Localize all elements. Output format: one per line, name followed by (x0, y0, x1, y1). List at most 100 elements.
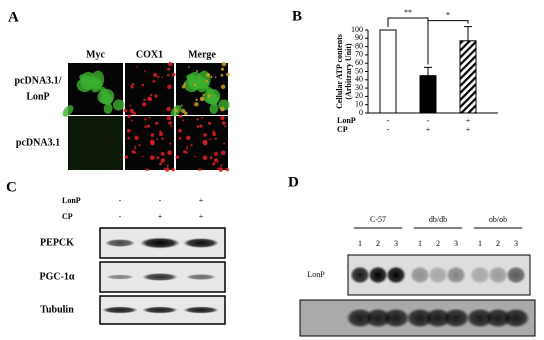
lane-label: 1 (358, 239, 362, 248)
condition-value: + (199, 212, 204, 221)
band (102, 306, 138, 314)
mito (166, 73, 170, 77)
mito (144, 118, 147, 121)
condition-value: + (426, 125, 431, 134)
mito (190, 144, 193, 147)
bar (379, 29, 397, 114)
mito (193, 83, 197, 87)
mito (221, 61, 227, 67)
condition-label: CP (62, 212, 73, 221)
band (142, 273, 178, 281)
mito (216, 167, 220, 170)
blot-label: PGC-1α (39, 271, 74, 282)
mito (167, 67, 171, 71)
mito (150, 133, 155, 137)
band (350, 266, 370, 284)
bar (459, 40, 477, 114)
column-header: COX1 (136, 49, 163, 60)
mito (175, 155, 180, 159)
mito (210, 75, 213, 79)
mito (157, 75, 160, 79)
mito (143, 98, 146, 102)
mito (133, 151, 137, 154)
bar (419, 75, 437, 114)
mito (199, 124, 203, 128)
y-tick-label: 50 (355, 66, 363, 75)
mito (144, 125, 148, 129)
mito (159, 132, 163, 137)
mito (221, 121, 226, 125)
band (470, 266, 490, 284)
mito (152, 79, 156, 83)
band (106, 274, 134, 280)
blot-label: LonP (307, 270, 325, 279)
mito (206, 73, 211, 78)
lane-label: 1 (418, 239, 422, 248)
mito (220, 164, 223, 167)
row-label: pcDNA3.1/ (15, 75, 62, 86)
mito (172, 72, 176, 77)
cell (187, 71, 203, 90)
mito (178, 128, 182, 133)
mito (166, 164, 169, 167)
mito (124, 155, 128, 159)
cell (97, 88, 115, 105)
mito (207, 121, 212, 125)
mito (202, 139, 208, 145)
mito (209, 156, 213, 160)
band (368, 266, 388, 284)
mito (174, 108, 178, 113)
lane-label: 3 (394, 239, 398, 248)
band (386, 266, 406, 284)
mito (185, 135, 191, 141)
mito (180, 104, 183, 107)
band (140, 237, 180, 249)
mito (167, 84, 172, 89)
mito (183, 82, 186, 86)
mito (209, 138, 212, 141)
blot-label: Tubulin (40, 304, 74, 315)
mito (196, 125, 200, 129)
mito (144, 70, 146, 72)
y-tick-label: 100 (351, 25, 363, 34)
mito (159, 163, 162, 166)
mito (147, 124, 151, 128)
mito (129, 104, 132, 107)
y-tick-label: 20 (355, 91, 363, 100)
group-label: ob/ob (489, 215, 507, 224)
mito (220, 67, 225, 71)
y-tick-label: 90 (355, 33, 363, 42)
mito (194, 155, 196, 158)
significance-label: * (446, 11, 450, 20)
mito (127, 114, 131, 119)
y-tick-label: 10 (355, 100, 363, 109)
panel-label: D (288, 174, 299, 190)
condition-value: + (466, 125, 471, 134)
mito (188, 66, 190, 68)
lane-label: 2 (436, 239, 440, 248)
micrograph-bg (68, 116, 123, 170)
mito (156, 156, 160, 160)
blot-label: PEPCK (40, 237, 74, 248)
band (183, 306, 219, 314)
group-label: C-57 (370, 215, 386, 224)
y-axis-label: Cellular ATP contents (335, 34, 344, 109)
mito (223, 142, 226, 145)
lane-label: 1 (478, 239, 482, 248)
y-tick-label: 70 (355, 50, 363, 59)
cell (103, 103, 113, 114)
mito (164, 167, 170, 172)
lane-label: 3 (514, 239, 518, 248)
mito (170, 125, 173, 128)
mito (130, 119, 133, 122)
band (410, 266, 430, 284)
mito (154, 94, 158, 98)
mito (141, 102, 147, 107)
mito (185, 145, 188, 148)
mito (141, 155, 144, 158)
y-tick-label: 80 (355, 41, 363, 50)
cell (209, 103, 219, 114)
mito (212, 163, 215, 166)
mito (207, 94, 211, 98)
